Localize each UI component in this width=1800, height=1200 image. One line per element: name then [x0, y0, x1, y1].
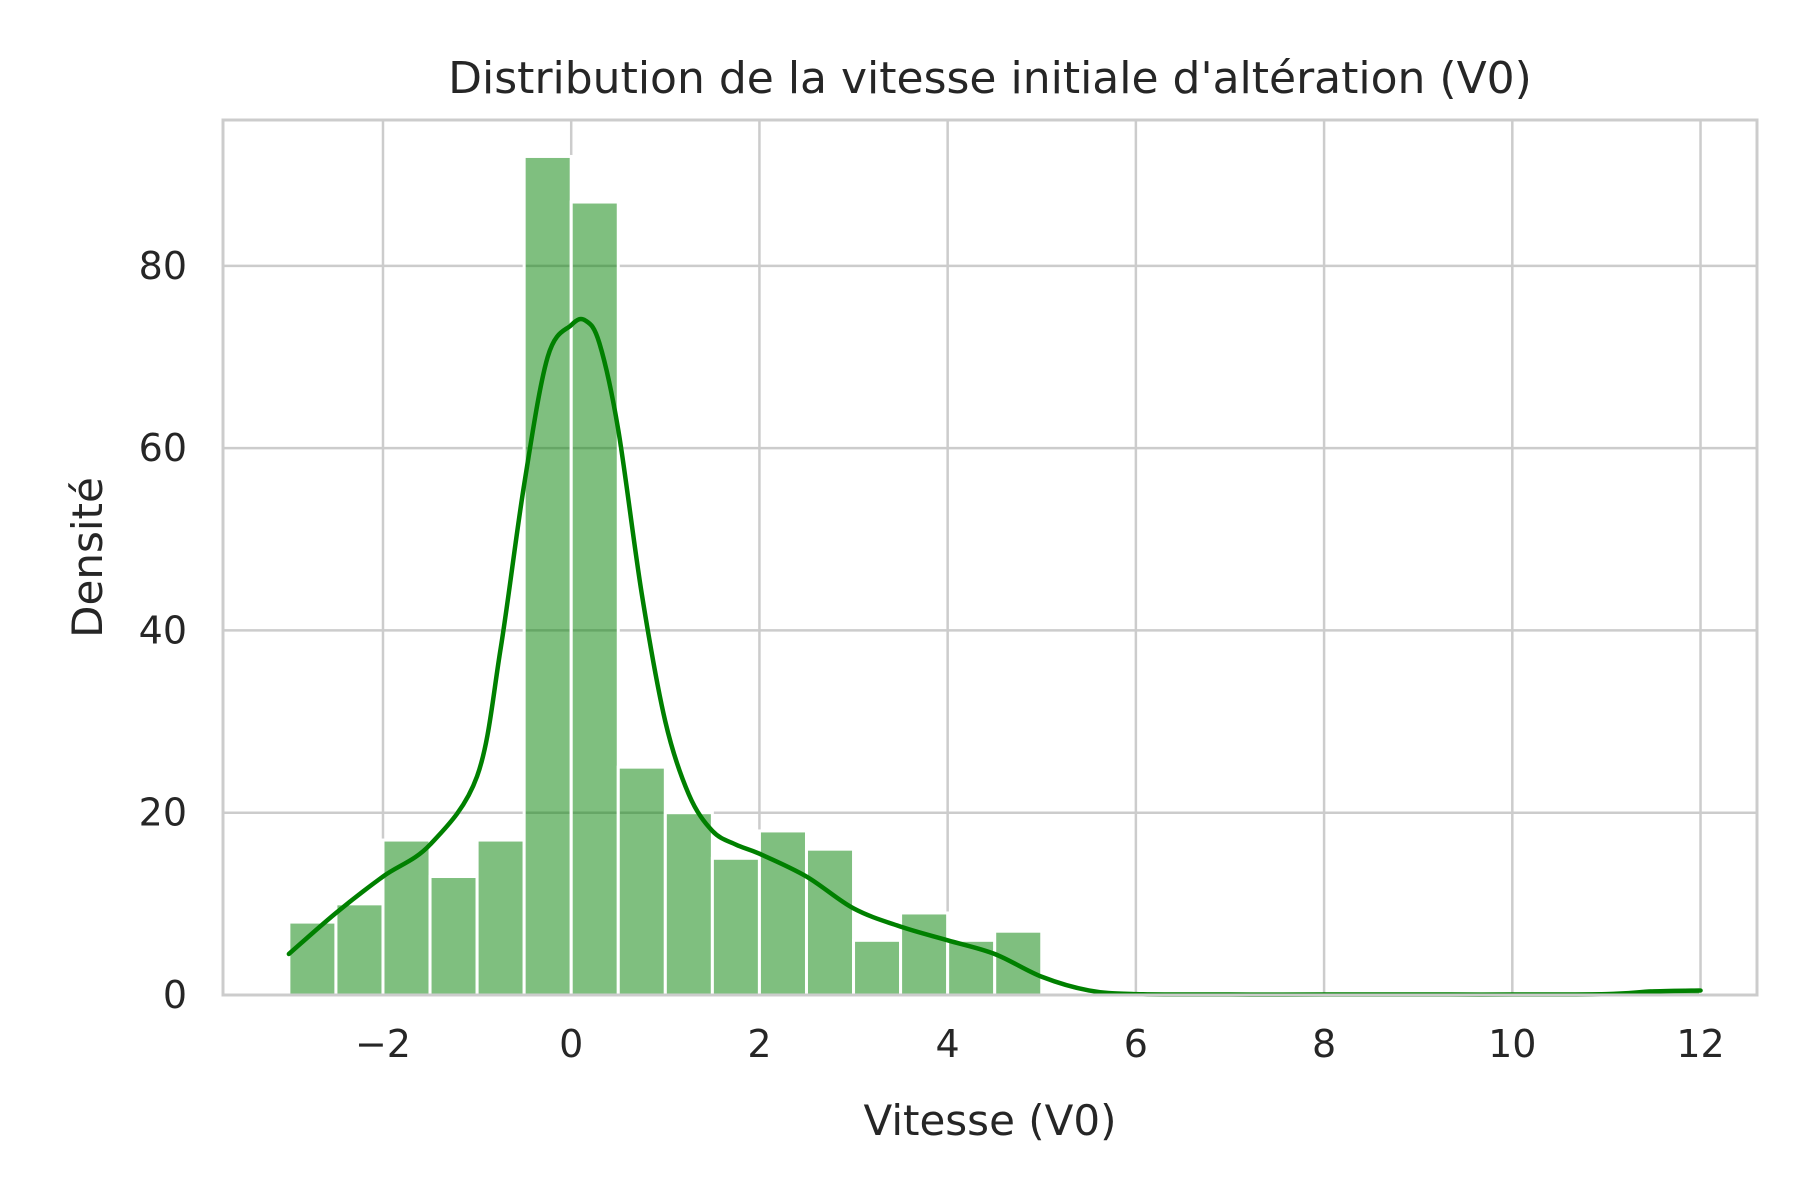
histogram-bar [710, 856, 761, 997]
x-tick-label: −2 [355, 1022, 411, 1066]
x-tick-labels: −2 0 2 4 6 8 10 12 [355, 1022, 1725, 1066]
x-tick-label: 0 [559, 1022, 583, 1066]
x-tick-label: 10 [1488, 1022, 1536, 1066]
x-axis-label: Vitesse (V0) [864, 1096, 1117, 1145]
grid-lines [223, 120, 1757, 997]
plot-frame [221, 118, 1759, 997]
x-tick-label: 4 [936, 1022, 960, 1066]
x-tick-label: 8 [1312, 1022, 1336, 1066]
y-tick-label: 40 [139, 608, 187, 652]
chart-title: Distribution de la vitesse initiale d'al… [448, 53, 1532, 104]
y-tick-label: 60 [139, 426, 187, 470]
x-tick-label: 2 [747, 1022, 771, 1066]
histogram-bar [899, 911, 950, 997]
histogram-bar [334, 902, 385, 997]
x-tick-label: 12 [1676, 1022, 1724, 1066]
histogram-bar [616, 765, 667, 997]
histogram-bar [852, 938, 903, 997]
y-tick-labels: 0 20 40 60 80 [139, 244, 187, 1017]
y-tick-label: 80 [139, 244, 187, 288]
histogram-bar [428, 875, 479, 997]
histogram-bar [804, 847, 856, 997]
histogram-bars [287, 154, 1703, 997]
histogram-bar [663, 811, 714, 997]
histogram-bar [522, 154, 573, 997]
y-axis-label: Densité [63, 477, 112, 638]
x-tick-label: 6 [1124, 1022, 1148, 1066]
y-tick-label: 20 [139, 791, 187, 835]
y-tick-label: 0 [163, 973, 187, 1017]
histogram-bar [475, 838, 526, 997]
